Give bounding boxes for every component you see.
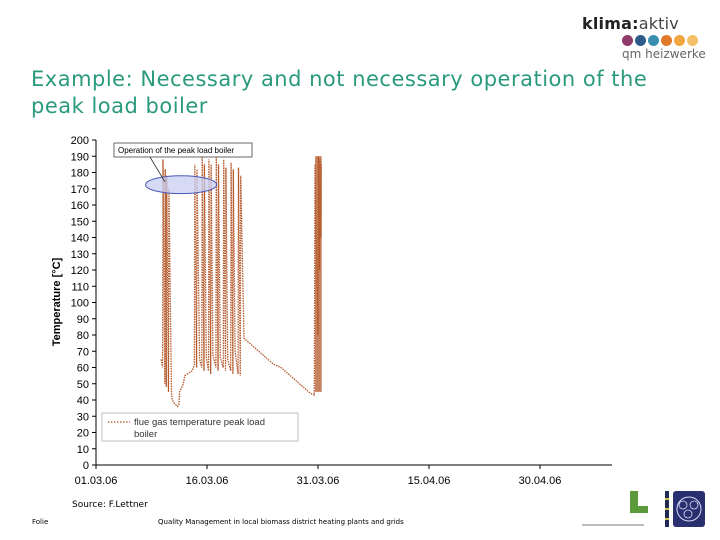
y-tick-label: 140 [71, 233, 89, 245]
y-tick-label: 170 [71, 184, 89, 196]
x-axis-ticks: 01.03.06 16.03.06 31.03.06 15.04.06 30.04.06 [75, 465, 562, 487]
x-tick-label: 15.04.06 [408, 475, 451, 487]
series-group [160, 156, 322, 408]
y-tick-label: 30 [77, 411, 89, 423]
partner-caption-bar [582, 524, 644, 526]
x-tick-label: 16.03.06 [186, 475, 229, 487]
logo-dot [687, 35, 698, 46]
legend-box [101, 412, 299, 442]
y-tick-label: 130 [71, 249, 89, 261]
annotation-text: Operation of the peak load boiler [118, 146, 234, 155]
y-tick-label: 190 [71, 151, 89, 163]
striped-bar-logo-icon [665, 491, 669, 527]
y-axis-ticks: 0 10 20 30 40 50 60 70 80 90 100 110 120 130 140 150 160… [71, 135, 96, 472]
logo-word-tail: aktiv [638, 14, 679, 33]
logo-word-colon: : [632, 14, 639, 33]
y-tick-label: 100 [71, 298, 89, 310]
logo-word-main: klima [582, 14, 633, 33]
round-emblem-logo-icon [673, 491, 705, 527]
y-tick-label: 200 [71, 135, 89, 147]
green-l-logo-icon [630, 491, 648, 513]
logo-dot [622, 35, 633, 46]
legend-entry-line2: boiler [134, 429, 157, 440]
y-tick-label: 180 [71, 168, 89, 180]
y-tick-label: 10 [77, 444, 89, 456]
annotation-ellipse [145, 175, 218, 195]
y-tick-label: 0 [83, 460, 89, 472]
y-tick-label: 90 [77, 314, 89, 326]
logo-dots [622, 35, 698, 46]
y-axis-label: Temperature [°C] [51, 257, 63, 346]
annotation-box [113, 142, 253, 158]
plot-area [96, 140, 612, 465]
logo-dot [661, 35, 672, 46]
y-tick-label: 40 [77, 395, 89, 407]
chart-legend: flue gas temperature peak load boiler [101, 412, 299, 442]
source-note: Source: F.Lettner [72, 500, 148, 510]
footer-title: Quality Management in local biomass dist… [158, 518, 404, 526]
y-tick-label: 150 [71, 216, 89, 228]
logo-wordmark: klima:aktiv [582, 14, 679, 33]
annotation-arrow [149, 156, 166, 183]
x-tick-label: 31.03.06 [297, 475, 340, 487]
legend-entry-line1: flue gas temperature peak load [134, 417, 265, 428]
slide-title: Example: Necessary and not necessary ope… [31, 67, 648, 118]
x-tick-label: 30.04.06 [519, 475, 562, 487]
series-dense-region [315, 156, 322, 392]
logo-dot [648, 35, 659, 46]
x-tick-label: 01.03.06 [75, 475, 118, 487]
logo-dot [674, 35, 685, 46]
footer-folie: Folie [32, 518, 49, 526]
y-tick-label: 20 [77, 428, 89, 440]
logo-subtitle: qm heizwerke [622, 47, 706, 61]
logo-dot [635, 35, 646, 46]
klimaaktiv-logo: klima:aktiv qm heizwerke [560, 10, 710, 68]
y-tick-label: 110 [71, 281, 89, 293]
y-tick-label: 80 [77, 330, 89, 342]
partner-logos [582, 491, 705, 527]
y-tick-label: 160 [71, 200, 89, 212]
y-tick-label: 60 [77, 363, 89, 375]
y-tick-label: 70 [77, 346, 89, 358]
y-tick-label: 50 [77, 379, 89, 391]
y-tick-label: 120 [71, 265, 89, 277]
series-line [160, 156, 322, 408]
